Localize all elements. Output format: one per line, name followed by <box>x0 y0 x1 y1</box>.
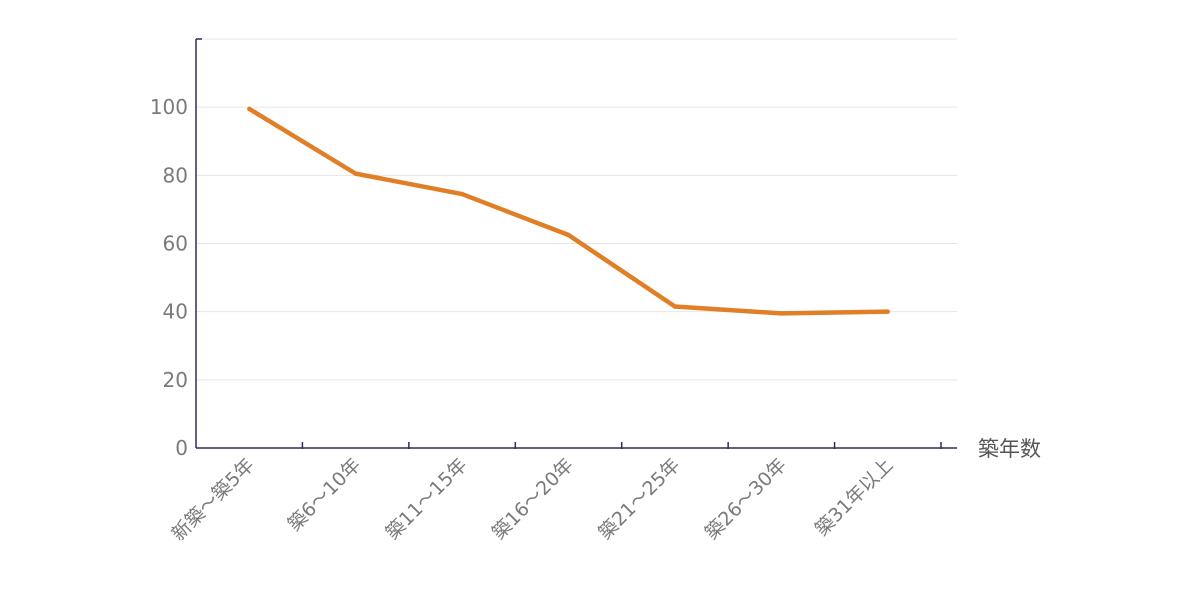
data-point <box>353 171 358 176</box>
x-category-label: 築16～20年 <box>488 454 578 544</box>
series-line <box>248 106 888 316</box>
x-category-label: 築26～30年 <box>701 454 791 544</box>
y-tick-label: 20 <box>163 368 188 392</box>
x-tick-marks <box>301 442 942 449</box>
data-point <box>459 191 465 197</box>
x-axis-title: 築年数 <box>978 437 1041 461</box>
y-tick-label: 100 <box>150 95 188 119</box>
y-tick-label: 60 <box>163 232 188 256</box>
y-tick-labels: 0 20 40 60 80 100 <box>150 95 188 460</box>
x-category-label: 築21～25年 <box>594 454 684 544</box>
x-category-label: 築31年以上 <box>811 454 897 540</box>
y-tick-label: 40 <box>163 300 188 324</box>
x-category-labels: 新築～築5年 築6～10年 築11～15年 築16～20年 築21～25年 築26～30年… <box>167 454 897 545</box>
data-point <box>566 232 571 238</box>
x-category-label: 新築～築5年 <box>167 454 258 545</box>
series <box>247 106 890 316</box>
data-point <box>779 311 784 316</box>
x-category-label: 築6～10年 <box>284 454 366 536</box>
y-tick-label: 0 <box>175 436 188 460</box>
grid-lines <box>196 38 957 381</box>
data-point <box>247 106 252 112</box>
data-point <box>672 304 678 309</box>
axes <box>195 38 957 449</box>
data-point <box>885 309 890 314</box>
x-category-label: 築11～15年 <box>382 454 472 544</box>
y-tick-label: 80 <box>163 163 188 187</box>
